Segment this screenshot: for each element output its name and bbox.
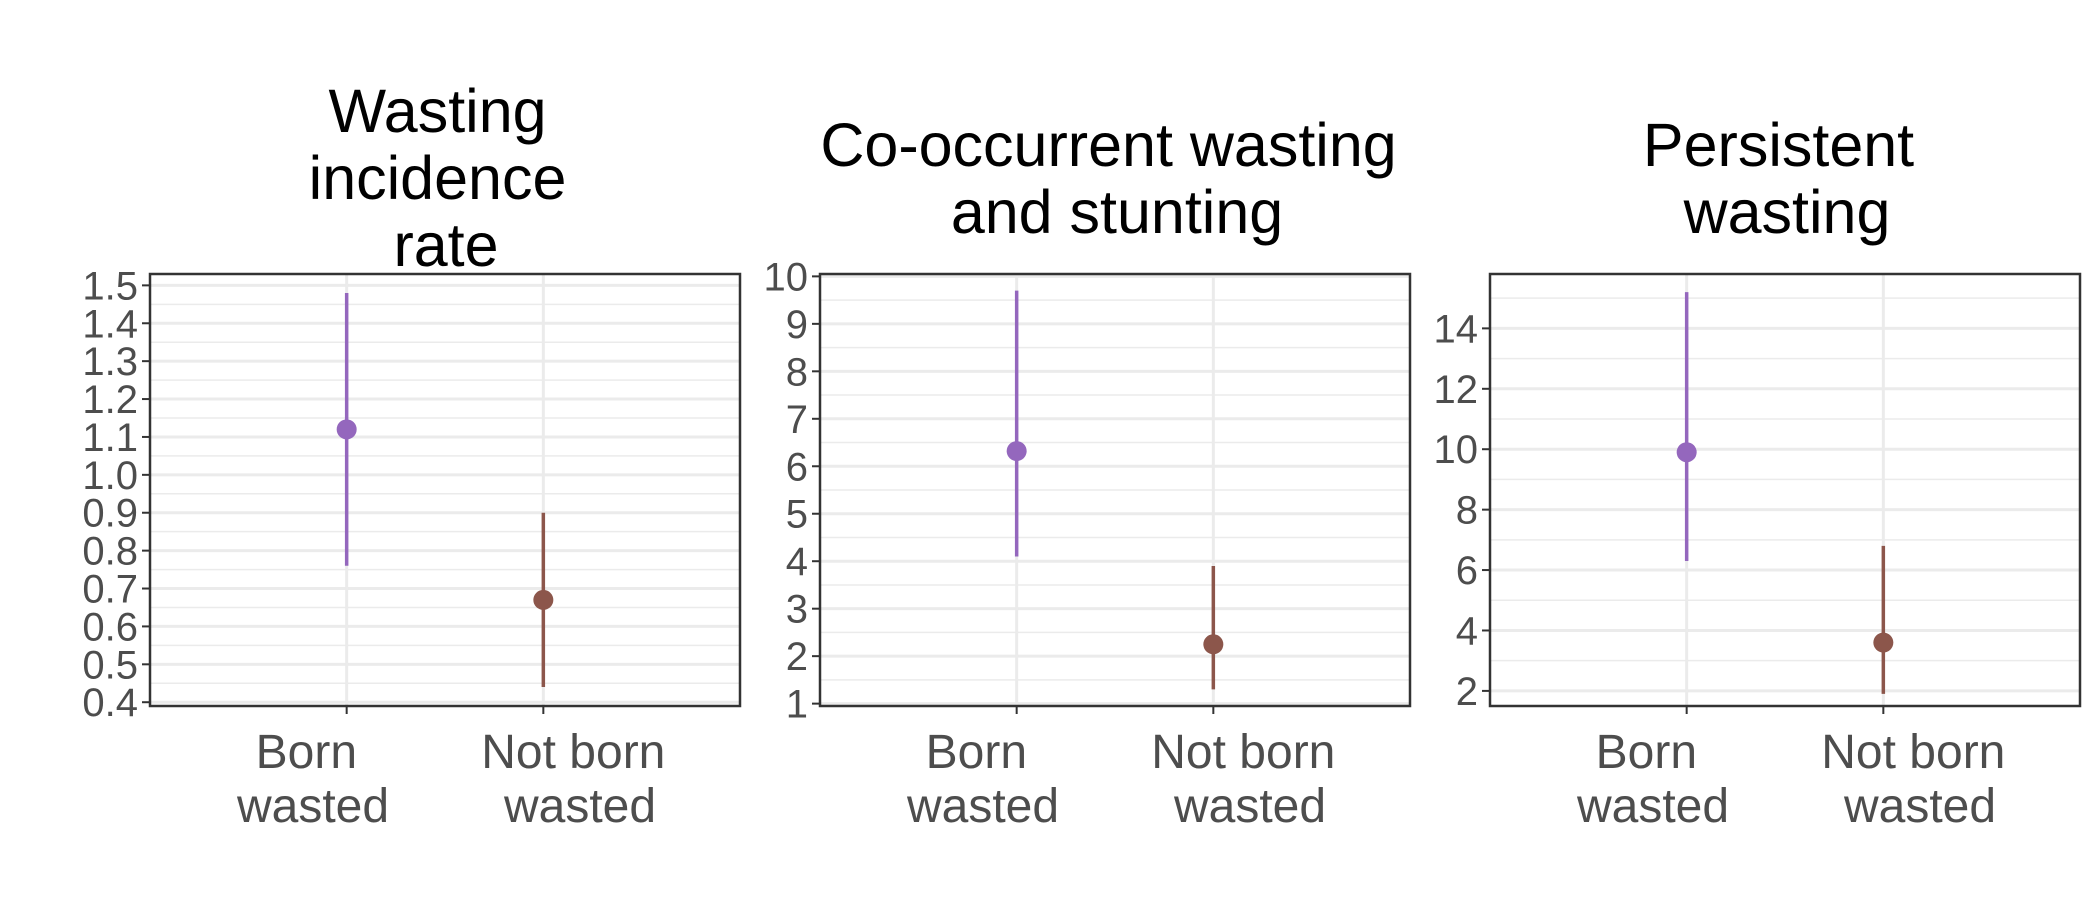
y-tick-label: 1.0 bbox=[82, 454, 138, 498]
y-tick-label: 4 bbox=[1456, 609, 1478, 653]
y-tick-label: 1.4 bbox=[82, 302, 138, 346]
x-category-label-line: Not born bbox=[1151, 726, 1335, 779]
x-category-label-line: Born bbox=[926, 726, 1027, 779]
x-category-label-line: wasted bbox=[1576, 780, 1729, 833]
point-estimate bbox=[336, 419, 357, 440]
panel-title-line: and stunting bbox=[951, 178, 1283, 246]
panel-wasting-incidence: 0.40.50.60.70.80.91.01.11.21.31.41.5 Was… bbox=[82, 77, 742, 833]
point-estimate bbox=[1203, 634, 1224, 655]
panel-title-line: rate bbox=[393, 211, 498, 279]
x-category-label: Born wasted bbox=[1576, 726, 1729, 833]
y-tick-label: 5 bbox=[786, 493, 808, 537]
x-category-label: Not born wasted bbox=[481, 726, 678, 833]
point-estimate bbox=[1873, 632, 1894, 653]
x-category-label-line: Born bbox=[1596, 726, 1697, 779]
x-category-label-line: Not born bbox=[481, 726, 665, 779]
x-category-label-line: wasted bbox=[236, 780, 389, 833]
y-tick-label: 8 bbox=[786, 350, 808, 394]
y-tick-label: 3 bbox=[786, 588, 808, 632]
y-tick-label: 0.4 bbox=[82, 681, 138, 725]
panel-title-line: wasting bbox=[1683, 178, 1891, 246]
x-category-label: Not born wasted bbox=[1151, 726, 1348, 833]
y-tick-label: 1.2 bbox=[82, 378, 138, 422]
x-category-label-line: wasted bbox=[906, 780, 1059, 833]
point-estimate bbox=[1006, 441, 1027, 462]
panel-border bbox=[1488, 272, 2082, 708]
x-category-label: Born wasted bbox=[906, 726, 1059, 833]
y-tick-label: 1.1 bbox=[82, 416, 138, 460]
point-estimate bbox=[1676, 442, 1697, 463]
y-tick-label: 6 bbox=[786, 445, 808, 489]
x-category-label-line: wasted bbox=[1173, 780, 1326, 833]
y-tick-label: 14 bbox=[1434, 307, 1479, 351]
panel-title: Persistent wasting bbox=[1643, 111, 1931, 246]
y-tick-label: 1.5 bbox=[82, 264, 138, 308]
y-tick-label: 7 bbox=[786, 398, 808, 442]
plot-background bbox=[1490, 274, 2080, 706]
panel-title-line: incidence bbox=[309, 144, 567, 212]
x-category-label: Not born wasted bbox=[1821, 726, 2018, 833]
y-tick-label: 0.9 bbox=[82, 492, 138, 536]
panel-title: Co-occurrent wasting and stunting bbox=[820, 111, 1413, 246]
y-tick-label: 8 bbox=[1456, 489, 1478, 533]
point-estimate bbox=[533, 589, 554, 610]
panel-persistent-wasting: 2 4 6 8 10 12 14 Persistent wasting Born waste… bbox=[1434, 111, 2082, 833]
y-tick-label: 0.5 bbox=[82, 643, 138, 687]
y-tick-label: 6 bbox=[1456, 549, 1478, 593]
x-category-label-line: Born bbox=[256, 726, 357, 779]
y-tick-label: 1.3 bbox=[82, 340, 138, 384]
panel-title-line: Persistent bbox=[1643, 111, 1914, 179]
y-tick-label: 2 bbox=[786, 635, 808, 679]
panel-border bbox=[148, 272, 742, 708]
plot-background bbox=[150, 274, 740, 706]
x-category-label: Born wasted bbox=[236, 726, 389, 833]
panel-title: Wasting incidence rate bbox=[309, 77, 584, 279]
y-tick-label: 4 bbox=[786, 540, 808, 584]
plot-area: 2 4 6 8 10 12 14 bbox=[1434, 272, 2082, 714]
panel-title-line: Wasting bbox=[328, 77, 546, 145]
y-tick-label: 1 bbox=[786, 683, 808, 727]
panel-title-line: Co-occurrent wasting bbox=[820, 111, 1396, 179]
y-tick-label: 9 bbox=[786, 303, 808, 347]
y-tick-label: 10 bbox=[764, 255, 809, 299]
x-category-label-line: wasted bbox=[503, 780, 656, 833]
y-tick-label: 2 bbox=[1456, 670, 1478, 714]
y-tick-label: 10 bbox=[1434, 428, 1479, 472]
x-category-label-line: wasted bbox=[1843, 780, 1996, 833]
y-tick-label: 0.6 bbox=[82, 605, 138, 649]
panel-border bbox=[818, 272, 1412, 708]
plot-area: 0.40.50.60.70.80.91.01.11.21.31.41.5 bbox=[82, 264, 742, 725]
x-category-label-line: Not born bbox=[1821, 726, 2005, 779]
y-tick-label: 0.8 bbox=[82, 530, 138, 574]
y-tick-label: 0.7 bbox=[82, 568, 138, 612]
y-tick-label: 12 bbox=[1434, 368, 1479, 412]
